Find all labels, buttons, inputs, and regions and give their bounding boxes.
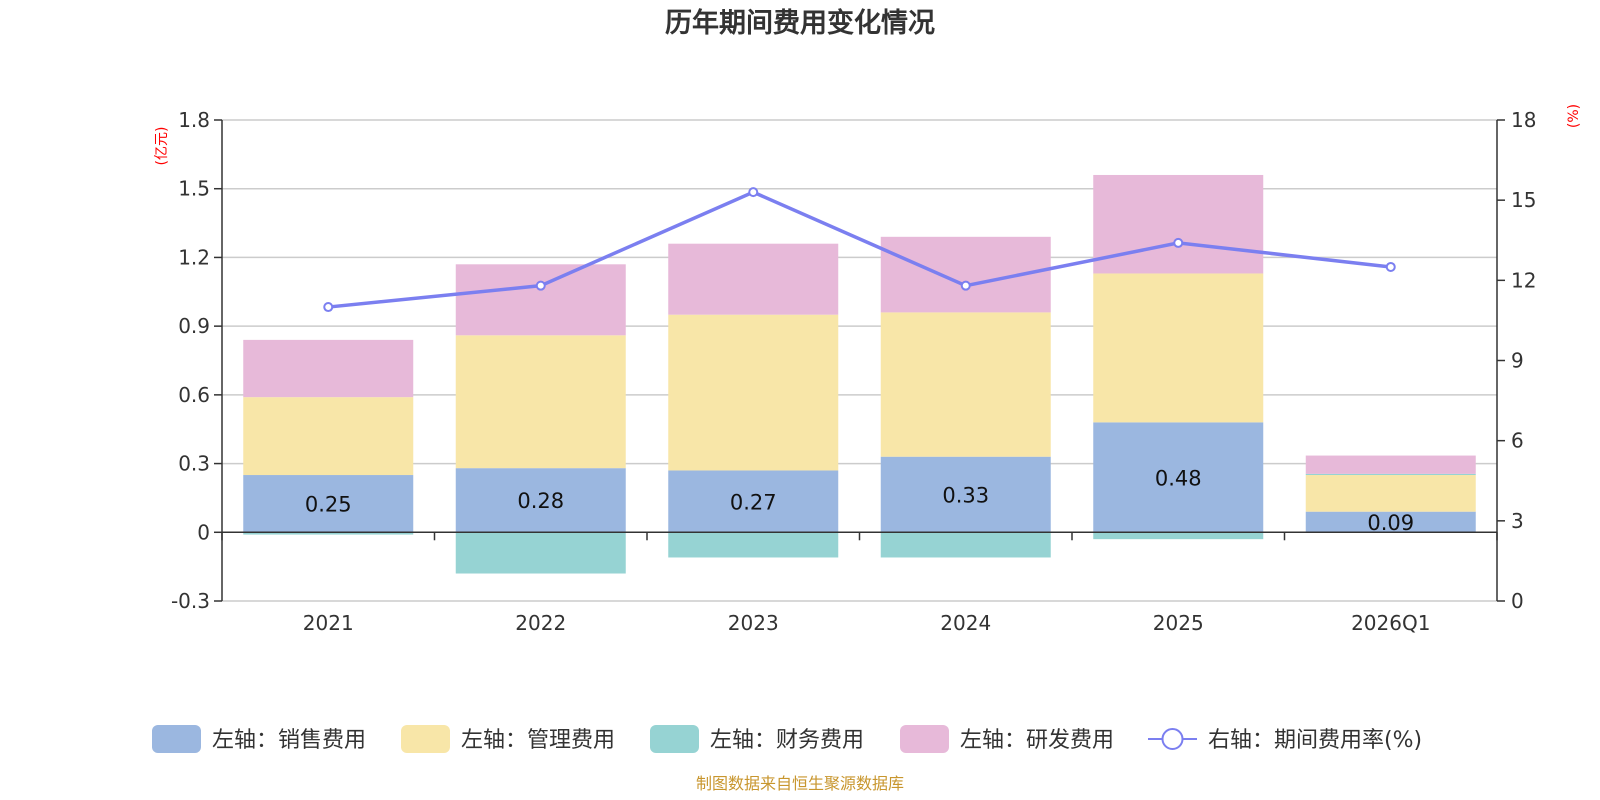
bar-segment bbox=[455, 532, 626, 574]
legend-swatch bbox=[650, 725, 699, 753]
bar-segment bbox=[1093, 532, 1264, 540]
bar-value-label: 0.25 bbox=[305, 493, 352, 517]
bar-labels: 0.25 0.28 0.27 0.33 0.48 0.09 bbox=[305, 466, 1414, 535]
bar-value-label: 0.09 bbox=[1367, 511, 1414, 535]
right-axis-tick-label: 9 bbox=[1511, 349, 1524, 373]
bar-segment bbox=[1305, 473, 1476, 476]
x-axis-label: 2026Q1 bbox=[1351, 611, 1430, 635]
right-axis-tick-label: 3 bbox=[1511, 509, 1524, 533]
source-note: 制图数据来自恒生聚源数据库 bbox=[696, 774, 904, 793]
legend: 左轴：销售费用 左轴：管理费用 左轴：财务费用 左轴：研发费用 右轴：期间费用率(%) bbox=[152, 725, 1422, 753]
bar-segment bbox=[668, 314, 839, 471]
right-axis-tick-label: 18 bbox=[1511, 108, 1536, 132]
bar-segment bbox=[668, 532, 839, 558]
rate-point bbox=[960, 280, 971, 291]
axes: 1.8 1.5 1.2 0.9 0.6 0.3 0 -0.3 18 15 12 9 6 3 0 2021 202… bbox=[171, 108, 1536, 635]
bar-segment bbox=[455, 335, 626, 469]
bar-segment bbox=[668, 470, 839, 533]
bar-value-label: 0.28 bbox=[517, 489, 564, 513]
left-axis-tick-label: 0.9 bbox=[178, 314, 210, 338]
legend-swatch bbox=[401, 725, 450, 753]
rate-point bbox=[323, 302, 334, 313]
left-axis-tick-label: 1.5 bbox=[178, 177, 210, 201]
right-axis-tick-label: 12 bbox=[1511, 268, 1536, 292]
bar-segment bbox=[1305, 475, 1476, 512]
bar-segment bbox=[668, 243, 839, 315]
left-axis-unit-label: (亿元) bbox=[154, 127, 170, 166]
left-axis-tick-label: 1.8 bbox=[178, 108, 210, 132]
left-axis-tick-label: 0.6 bbox=[178, 383, 210, 407]
bar-value-label: 0.27 bbox=[730, 490, 777, 514]
bar-segment bbox=[243, 397, 414, 476]
legend-item[interactable]: 左轴：财务费用 bbox=[650, 725, 864, 753]
bar-segment bbox=[1305, 455, 1476, 474]
bar-segment bbox=[455, 468, 626, 533]
left-axis-tick-label: 1.2 bbox=[178, 245, 210, 269]
x-axis-label: 2025 bbox=[1153, 611, 1204, 635]
rate-line bbox=[328, 190, 1391, 309]
bar-segment bbox=[880, 312, 1051, 457]
legend-label: 左轴：财务费用 bbox=[710, 728, 864, 753]
legend-circle-icon bbox=[1161, 728, 1184, 750]
right-axis-tick-label: 6 bbox=[1511, 429, 1524, 453]
bar-value-label: 0.48 bbox=[1155, 466, 1202, 490]
legend-item[interactable]: 左轴：研发费用 bbox=[900, 725, 1114, 753]
bar-value-label: 0.33 bbox=[942, 483, 989, 507]
bar-segment bbox=[880, 532, 1051, 558]
rate-point bbox=[748, 187, 759, 198]
legend-swatch bbox=[900, 725, 949, 753]
bar-segment bbox=[1305, 511, 1476, 533]
right-axis-tick-label: 0 bbox=[1511, 589, 1524, 613]
bars bbox=[243, 174, 1476, 574]
legend-label: 右轴：期间费用率(%) bbox=[1208, 728, 1422, 753]
bar-segment bbox=[455, 264, 626, 336]
legend-item[interactable]: 左轴：销售费用 bbox=[152, 725, 366, 753]
rate-point bbox=[535, 280, 546, 291]
left-axis-tick-label: 0 bbox=[197, 520, 210, 544]
bar-segment bbox=[1093, 273, 1264, 423]
legend-item[interactable]: 右轴：期间费用率(%) bbox=[1148, 728, 1422, 753]
x-axis-label: 2024 bbox=[940, 611, 991, 635]
left-axis-tick-label: 0.3 bbox=[178, 452, 210, 476]
bar-segment bbox=[1093, 174, 1264, 274]
legend-label: 左轴：管理费用 bbox=[461, 728, 615, 753]
chart-title: 历年期间费用变化情况 bbox=[665, 7, 935, 39]
legend-item[interactable]: 左轴：管理费用 bbox=[401, 725, 615, 753]
legend-label: 左轴：研发费用 bbox=[960, 728, 1114, 753]
bar-segment bbox=[243, 532, 414, 535]
legend-label: 左轴：销售费用 bbox=[212, 728, 366, 753]
left-axis-tick-label: -0.3 bbox=[171, 589, 210, 613]
legend-swatch bbox=[152, 725, 201, 753]
rate-point bbox=[1385, 261, 1396, 272]
x-axis-label: 2021 bbox=[303, 611, 354, 635]
right-axis-unit-label: (%) bbox=[1566, 104, 1582, 128]
bar-segment bbox=[880, 456, 1051, 533]
bar-segment bbox=[243, 475, 414, 533]
line-series bbox=[323, 187, 1396, 313]
x-axis-label: 2022 bbox=[515, 611, 566, 635]
rate-point bbox=[1173, 237, 1184, 248]
x-axis-label: 2023 bbox=[728, 611, 779, 635]
bar-segment bbox=[243, 339, 414, 398]
right-axis-tick-label: 15 bbox=[1511, 188, 1536, 212]
bar-segment bbox=[1093, 422, 1264, 533]
